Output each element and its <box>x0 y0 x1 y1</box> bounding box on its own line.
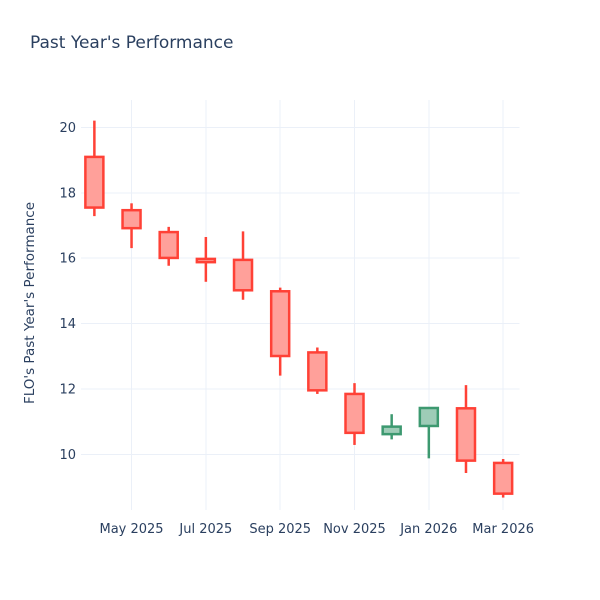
y-axis-tick-labels: 10 12 14 16 18 20 <box>59 121 76 463</box>
candle-body <box>195 257 217 264</box>
plot-area[interactable] <box>84 120 514 498</box>
candle-body <box>418 406 440 428</box>
candle-body <box>381 425 402 436</box>
candle-aug-2025[interactable] <box>232 231 254 300</box>
candle-may-2025[interactable] <box>121 203 142 249</box>
candle-body <box>269 290 291 358</box>
x-tick-label: Nov 2025 <box>323 522 386 537</box>
candle-body <box>84 155 105 209</box>
y-tick-label: 12 <box>59 383 76 398</box>
y-tick-label: 14 <box>59 317 76 332</box>
candle-body <box>158 230 179 260</box>
candle-body <box>344 392 365 435</box>
candle-body <box>121 208 142 230</box>
candle-body <box>307 351 328 392</box>
y-tick-label: 16 <box>59 252 76 267</box>
candle-oct-2025[interactable] <box>307 347 328 394</box>
x-axis-tick-labels: May 2025 Jul 2025 Sep 2025 Nov 2025 Jan 2026… <box>99 522 534 537</box>
candle-apr-2025[interactable] <box>84 120 105 217</box>
x-tick-label: Mar 2026 <box>472 522 534 537</box>
x-tick-label: May 2025 <box>99 522 163 537</box>
candle-jun-2025[interactable] <box>158 226 179 266</box>
candle-body <box>492 461 514 495</box>
y-tick-label: 10 <box>59 448 76 463</box>
y-tick-label: 20 <box>59 121 76 136</box>
chart-title: Past Year's Performance <box>30 33 234 53</box>
x-tick-label: Sep 2025 <box>249 522 311 537</box>
candle-body <box>232 258 254 292</box>
x-tick-label: Jul 2025 <box>178 522 232 537</box>
candle-mar-2026[interactable] <box>492 458 514 498</box>
candles <box>84 120 514 498</box>
candle-jan-2026[interactable] <box>418 406 440 459</box>
candle-nov-2025[interactable] <box>344 383 365 445</box>
y-axis-title: FLO's Past Year's Performance <box>22 202 38 404</box>
candle-feb-2026[interactable] <box>455 385 477 474</box>
x-tick-label: Jan 2026 <box>399 522 457 537</box>
candle-body <box>455 407 477 462</box>
candle-sep-2025[interactable] <box>269 287 291 376</box>
candle-jul-2025[interactable] <box>195 236 217 282</box>
gridlines <box>81 100 520 510</box>
y-tick-label: 18 <box>59 186 76 201</box>
candle-dec-2025[interactable] <box>381 414 402 440</box>
